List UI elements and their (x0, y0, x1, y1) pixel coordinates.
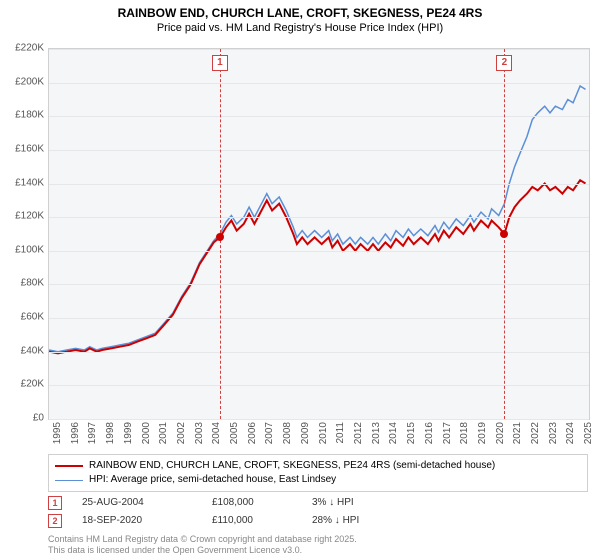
gridline (49, 116, 589, 117)
xtick-label: 2018 (459, 422, 470, 444)
ytick-label: £140K (15, 177, 44, 188)
sales-row: 2 18-SEP-2020 £110,000 28% ↓ HPI (48, 512, 588, 530)
xtick-label: 2025 (583, 422, 594, 444)
xtick-label: 1996 (70, 422, 81, 444)
legend: RAINBOW END, CHURCH LANE, CROFT, SKEGNES… (48, 454, 588, 492)
gridline (49, 284, 589, 285)
gridline (49, 49, 589, 50)
gridline (49, 83, 589, 84)
legend-row: HPI: Average price, semi-detached house,… (55, 473, 581, 487)
ytick-label: £160K (15, 143, 44, 154)
xtick-label: 2024 (565, 422, 576, 444)
gridline (49, 251, 589, 252)
gridline (49, 419, 589, 420)
xtick-label: 1998 (105, 422, 116, 444)
xtick-label: 2003 (194, 422, 205, 444)
ytick-label: £120K (15, 211, 44, 222)
xtick-label: 2007 (264, 422, 275, 444)
marker-badge: 1 (212, 55, 228, 71)
marker-dot (216, 233, 224, 241)
xtick-label: 1995 (52, 422, 63, 444)
legend-swatch (55, 465, 83, 467)
plot-area: 12 (48, 48, 590, 420)
sales-price: £110,000 (212, 512, 292, 530)
xtick-label: 2001 (158, 422, 169, 444)
sales-price: £108,000 (212, 494, 292, 512)
sales-row: 1 25-AUG-2004 £108,000 3% ↓ HPI (48, 494, 588, 512)
xtick-label: 2019 (477, 422, 488, 444)
legend-label: RAINBOW END, CHURCH LANE, CROFT, SKEGNES… (89, 459, 495, 473)
marker-dot (500, 230, 508, 238)
xtick-label: 2006 (247, 422, 258, 444)
xtick-label: 1999 (123, 422, 134, 444)
legend-row: RAINBOW END, CHURCH LANE, CROFT, SKEGNES… (55, 459, 581, 473)
xtick-label: 2015 (406, 422, 417, 444)
sales-table: 1 25-AUG-2004 £108,000 3% ↓ HPI 2 18-SEP-2020… (48, 494, 588, 530)
gridline (49, 150, 589, 151)
chart-title: RAINBOW END, CHURCH LANE, CROFT, SKEGNES… (0, 0, 600, 22)
sales-pct: 3% ↓ HPI (312, 494, 372, 512)
ytick-label: £0 (33, 413, 44, 424)
xtick-label: 2021 (512, 422, 523, 444)
xtick-label: 2010 (318, 422, 329, 444)
xtick-label: 2017 (442, 422, 453, 444)
xtick-label: 2011 (335, 422, 346, 444)
ytick-label: £40K (21, 345, 44, 356)
xtick-label: 2022 (530, 422, 541, 444)
footer-line2: This data is licensed under the Open Gov… (48, 545, 357, 556)
xtick-label: 2009 (300, 422, 311, 444)
ytick-label: £220K (15, 43, 44, 54)
xtick-label: 2012 (353, 422, 364, 444)
gridline (49, 352, 589, 353)
footer-line1: Contains HM Land Registry data © Crown c… (48, 534, 357, 545)
xtick-label: 2005 (229, 422, 240, 444)
gridline (49, 217, 589, 218)
sales-date: 18-SEP-2020 (82, 512, 192, 530)
xtick-label: 2004 (211, 422, 222, 444)
ytick-label: £180K (15, 110, 44, 121)
legend-swatch (55, 480, 83, 481)
xtick-label: 2020 (495, 422, 506, 444)
gridline (49, 318, 589, 319)
ytick-label: £80K (21, 278, 44, 289)
ytick-label: £60K (21, 312, 44, 323)
xtick-label: 2013 (371, 422, 382, 444)
xtick-label: 2002 (176, 422, 187, 444)
xtick-label: 2023 (548, 422, 559, 444)
marker-badge: 2 (496, 55, 512, 71)
sales-badge: 2 (48, 514, 62, 528)
ytick-label: £200K (15, 76, 44, 87)
xtick-label: 2016 (424, 422, 435, 444)
chart-subtitle: Price paid vs. HM Land Registry's House … (0, 22, 600, 36)
chart-container: RAINBOW END, CHURCH LANE, CROFT, SKEGNES… (0, 0, 600, 560)
gridline (49, 184, 589, 185)
xtick-label: 1997 (87, 422, 98, 444)
legend-label: HPI: Average price, semi-detached house,… (89, 473, 336, 487)
xtick-label: 2008 (282, 422, 293, 444)
ytick-label: £100K (15, 244, 44, 255)
xtick-label: 2000 (141, 422, 152, 444)
ytick-label: £20K (21, 379, 44, 390)
xtick-label: 2014 (388, 422, 399, 444)
sales-date: 25-AUG-2004 (82, 494, 192, 512)
sales-pct: 28% ↓ HPI (312, 512, 372, 530)
sales-badge: 1 (48, 496, 62, 510)
footer: Contains HM Land Registry data © Crown c… (48, 534, 357, 556)
gridline (49, 385, 589, 386)
